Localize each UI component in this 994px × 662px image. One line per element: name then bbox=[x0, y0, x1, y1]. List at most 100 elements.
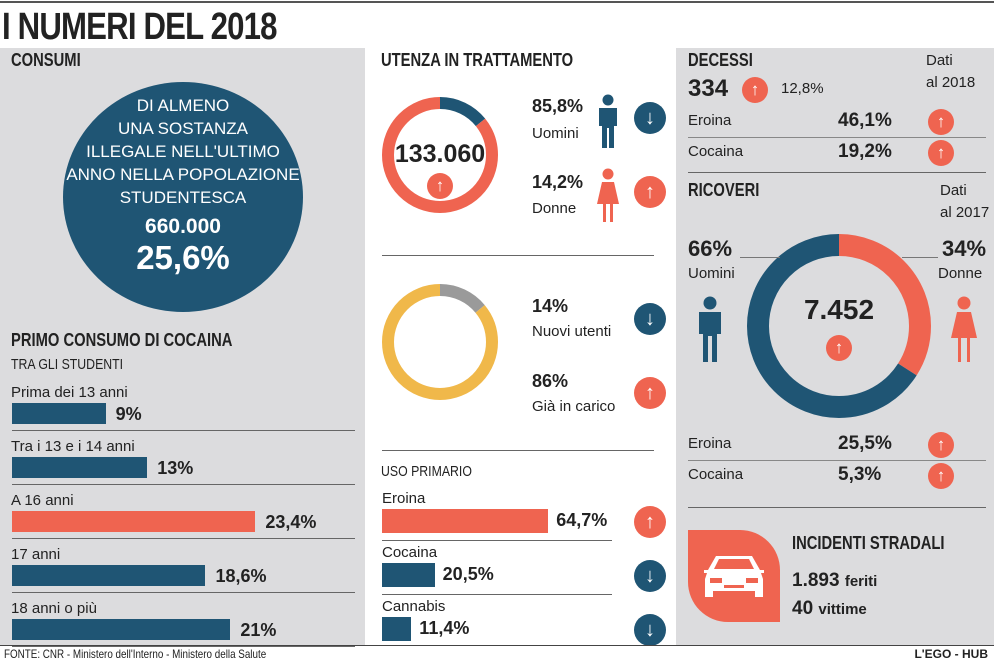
decessi-note: Dati al 2018 bbox=[926, 52, 976, 91]
divider bbox=[12, 646, 355, 647]
women-pct: 14,2% bbox=[532, 172, 584, 192]
bar-label: Cocaina bbox=[382, 544, 438, 561]
men-label: Uomini bbox=[532, 125, 579, 142]
bar-value: 9% bbox=[115, 404, 142, 424]
car-badge bbox=[688, 530, 780, 622]
arrow-up-icon: ↑ bbox=[427, 173, 453, 199]
ricoveri-donut bbox=[747, 234, 931, 418]
divider bbox=[688, 460, 986, 461]
divider bbox=[382, 255, 654, 256]
divider bbox=[382, 450, 654, 451]
cocaina-subheading: TRA GLI STUDENTI bbox=[11, 356, 124, 373]
divider bbox=[12, 484, 355, 485]
bar-value: 21% bbox=[240, 620, 277, 640]
bar-value: 23,4% bbox=[265, 512, 317, 532]
consumi-percent: 25,6% bbox=[136, 239, 230, 276]
consumi-circle: DI ALMENO UNA SOSTANZA ILLEGALE NELL'ULTIM… bbox=[63, 82, 303, 312]
bar bbox=[12, 565, 206, 586]
old-label: Già in carico bbox=[532, 398, 616, 415]
arrow-up-icon: ↑ bbox=[634, 377, 666, 409]
circle-line: ILLEGALE NELL'ULTIMO bbox=[86, 142, 280, 161]
man-icon bbox=[699, 296, 721, 362]
bar bbox=[382, 563, 435, 587]
bar bbox=[12, 511, 256, 532]
arrow-up-icon: ↑ bbox=[928, 432, 954, 458]
ric-women-label: Donne bbox=[938, 265, 983, 282]
row-label: Cocaina bbox=[688, 143, 744, 160]
bar-label: A 16 anni bbox=[11, 492, 74, 509]
top-rule bbox=[0, 1, 994, 3]
bar bbox=[382, 509, 549, 533]
old-pct: 86% bbox=[532, 371, 569, 391]
arrow-up-icon: ↑ bbox=[634, 176, 666, 208]
car-icon bbox=[704, 556, 764, 597]
new-label: Nuovi utenti bbox=[532, 323, 612, 340]
donut-segment bbox=[382, 284, 498, 400]
row-value: 5,3% bbox=[838, 464, 882, 485]
bar-value: 18,6% bbox=[215, 566, 267, 586]
bar bbox=[12, 619, 231, 640]
bar bbox=[12, 457, 148, 478]
row-label: Eroina bbox=[688, 112, 732, 129]
ricoveri-note: Dati al 2017 bbox=[940, 182, 990, 221]
arrow-down-icon: ↓ bbox=[634, 102, 666, 134]
decessi-total: 334 bbox=[688, 75, 729, 102]
incidenti-heading: INCIDENTI STRADALI bbox=[792, 533, 945, 553]
divider bbox=[688, 137, 986, 138]
consumi-heading: CONSUMI bbox=[11, 50, 81, 70]
row-value: 46,1% bbox=[838, 110, 892, 131]
bar-value: 64,7% bbox=[556, 510, 608, 530]
arrow-down-icon: ↓ bbox=[634, 560, 666, 592]
bar bbox=[12, 403, 106, 424]
arrow-up-icon: ↑ bbox=[742, 77, 768, 103]
divider bbox=[12, 538, 355, 539]
row-label: Cocaina bbox=[688, 466, 744, 483]
divider bbox=[688, 507, 986, 508]
arrow-down-icon: ↓ bbox=[634, 303, 666, 335]
arrow-down-icon: ↓ bbox=[634, 614, 666, 646]
man-icon bbox=[599, 94, 617, 148]
new-pct: 14% bbox=[532, 296, 569, 316]
circle-line: STUDENTESCA bbox=[119, 188, 247, 207]
bar-value: 13% bbox=[157, 458, 194, 478]
ric-women-pct: 34% bbox=[942, 236, 987, 261]
arrow-up-icon: ↑ bbox=[634, 506, 666, 538]
row-value: 25,5% bbox=[838, 433, 892, 454]
bar-label: 17 anni bbox=[11, 546, 61, 563]
utenza-status-donut bbox=[382, 284, 498, 400]
divider bbox=[688, 172, 986, 173]
bar-label: Cannabis bbox=[382, 598, 446, 615]
ricoveri-heading: RICOVERI bbox=[688, 180, 760, 200]
circle-text: DI ALMENO UNA SOSTANZA ILLEGALE NELL'ULTIM… bbox=[63, 94, 303, 209]
bar-label: Tra i 13 e i 14 anni bbox=[11, 438, 135, 455]
woman-icon bbox=[951, 296, 977, 362]
leader-line bbox=[740, 257, 780, 258]
arrow-up-icon: ↑ bbox=[928, 109, 954, 135]
arrow-up-icon: ↑ bbox=[928, 463, 954, 489]
utenza-gender-donut bbox=[382, 97, 498, 213]
divider bbox=[12, 592, 355, 593]
ric-men-pct: 66% bbox=[688, 236, 733, 261]
divider bbox=[12, 430, 355, 431]
page-title: I NUMERI DEL 2018 bbox=[2, 6, 337, 49]
cocaina-heading: PRIMO CONSUMO DI COCAINA bbox=[11, 330, 233, 350]
bar-value: 20,5% bbox=[442, 564, 494, 584]
bar-value: 11,4% bbox=[419, 618, 470, 638]
footer-rule bbox=[0, 645, 994, 646]
utenza-total: 133.060 bbox=[394, 140, 486, 168]
divider bbox=[382, 540, 612, 541]
leader-line bbox=[902, 257, 938, 258]
decessi-change: 12,8% bbox=[781, 80, 824, 97]
bar bbox=[382, 617, 412, 641]
men-pct: 85,8% bbox=[532, 96, 584, 116]
women-label: Donne bbox=[532, 200, 577, 217]
consumi-count: 660.000 bbox=[145, 215, 221, 238]
injured: 1.893 feriti bbox=[792, 570, 878, 591]
circle-line: DI ALMENO bbox=[136, 96, 230, 115]
arrow-up-icon: ↑ bbox=[826, 335, 852, 361]
donut-segment bbox=[747, 234, 931, 418]
bar-label: 18 anni o più bbox=[11, 600, 97, 617]
footer-brand: L'EGO - HUB bbox=[914, 647, 988, 661]
divider bbox=[382, 594, 612, 595]
victims: 40 vittime bbox=[792, 598, 867, 619]
